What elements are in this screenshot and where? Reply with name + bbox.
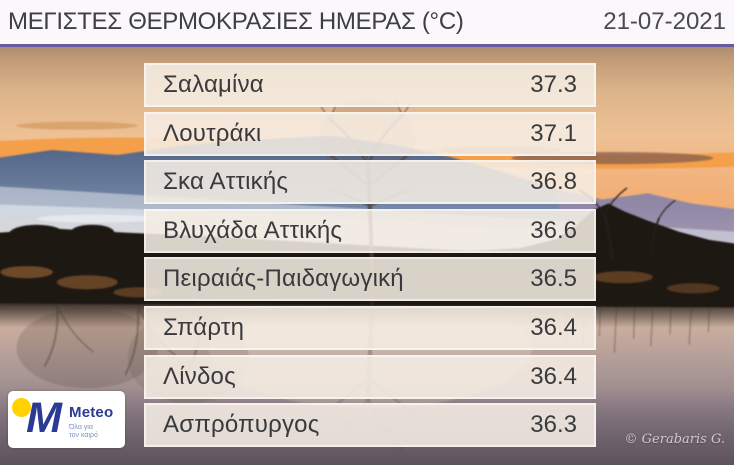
logo-dot-icon <box>12 398 31 417</box>
header: ΜΕΓΙΣΤΕΣ ΘΕΡΜΟΚΡΑΣΙΕΣ ΗΜΕΡΑΣ (°C) 21-07-… <box>0 0 734 44</box>
page-title: ΜΕΓΙΣΤΕΣ ΘΕΡΜΟΚΡΑΣΙΕΣ ΗΜΕΡΑΣ (°C) <box>8 8 464 35</box>
logo-tagline-line1: Όλα για <box>69 424 93 431</box>
temperature-value: 36.5 <box>530 265 577 293</box>
temperature-value: 36.3 <box>530 411 577 439</box>
temperature-value: 36.6 <box>530 216 577 244</box>
station-name: Βλυχάδα Αττικής <box>163 216 343 244</box>
temperature-value: 36.4 <box>530 362 577 390</box>
temperature-table: Σαλαμίνα 37.3 Λουτράκι 37.1 Σκα Αττικής … <box>144 63 596 452</box>
temperature-value: 37.3 <box>530 71 577 98</box>
station-name: Ασπρόπυργος <box>163 411 320 439</box>
photo-credit: © Gerabaris G. <box>624 432 725 447</box>
station-name: Πειραιάς-Παιδαγωγική <box>163 265 404 293</box>
table-row: Λουτράκι 37.1 <box>144 111 596 156</box>
table-row: Σαλαμίνα 37.3 <box>144 63 596 107</box>
station-name: Λίνδος <box>163 362 236 390</box>
station-name: Λουτράκι <box>163 119 262 147</box>
temperature-value: 36.8 <box>530 168 577 196</box>
temperature-value: 37.1 <box>530 119 577 147</box>
header-divider <box>0 44 734 47</box>
table-row: Λίνδος 36.4 <box>144 354 596 399</box>
logo-tagline-line2: τον καιρό <box>69 432 98 439</box>
date-label: 21-07-2021 <box>603 8 726 35</box>
logo-brand: Meteo <box>69 404 114 421</box>
logo-tagline: Όλα για τον καιρό <box>69 424 113 440</box>
logo-text: Meteo Όλα για τον καιρό <box>69 404 113 440</box>
station-name: Σαλαμίνα <box>163 71 264 98</box>
station-name: Σπάρτη <box>163 313 245 341</box>
table-row: Σπάρτη 36.4 <box>144 305 596 350</box>
logo-m-monogram: M <box>26 394 62 442</box>
temperature-value: 36.4 <box>530 313 577 341</box>
table-row: Πειραιάς-Παιδαγωγική 36.5 <box>144 257 596 302</box>
table-row: Ασπρόπυργος 36.3 <box>144 403 596 448</box>
meteo-logo: M Meteo Όλα για τον καιρό <box>8 391 125 448</box>
table-row: Σκα Αττικής 36.8 <box>144 160 596 205</box>
table-row: Βλυχάδα Αττικής 36.6 <box>144 208 596 253</box>
station-name: Σκα Αττικής <box>163 168 289 196</box>
